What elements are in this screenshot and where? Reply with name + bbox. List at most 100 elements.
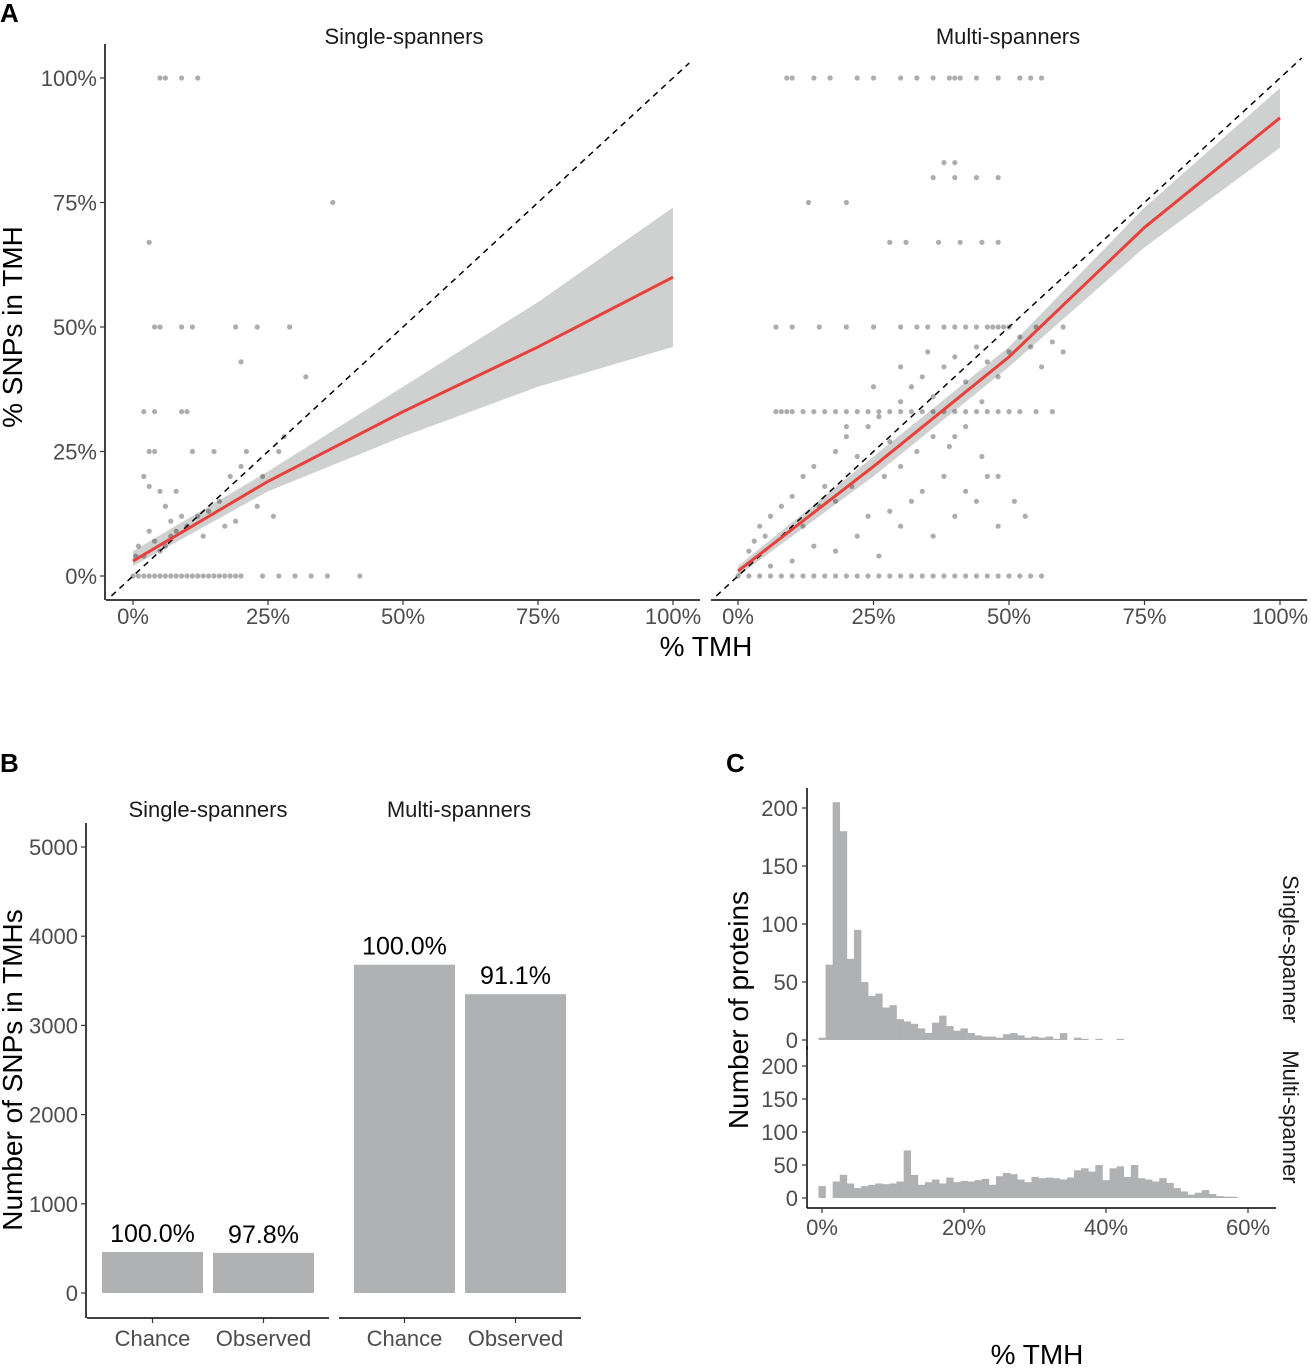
- data-point: [984, 409, 990, 415]
- data-point: [973, 344, 980, 350]
- x-tick-label: Observed: [468, 1326, 563, 1351]
- data-point: [984, 324, 990, 330]
- histogram-bar: [818, 1186, 826, 1198]
- histogram-bar: [1024, 1037, 1032, 1040]
- data-point: [357, 573, 363, 579]
- histogram-bar: [1145, 1179, 1153, 1198]
- data-point: [1060, 349, 1066, 355]
- histogram-bar: [1045, 1036, 1054, 1040]
- data-point: [216, 573, 222, 579]
- data-point: [767, 563, 774, 569]
- histogram-bar: [981, 1036, 990, 1040]
- facet-title: Multi-spanners: [936, 24, 1080, 49]
- data-point: [979, 399, 985, 405]
- histogram-facet-1: 0 50 100 150 200 Single-spanner: [761, 788, 1303, 1053]
- data-point: [941, 364, 947, 370]
- data-point: [757, 573, 763, 579]
- histogram-bar: [875, 1183, 883, 1198]
- data-point: [1033, 409, 1039, 415]
- data-point: [1006, 573, 1012, 579]
- data-point: [189, 448, 195, 455]
- x-tick-label: 20%: [942, 1215, 986, 1240]
- data-point: [887, 409, 893, 415]
- data-point: [979, 239, 985, 245]
- fit-line: [737, 116, 1281, 573]
- data-point: [887, 438, 893, 445]
- data-point: [778, 409, 784, 415]
- data-point: [887, 239, 893, 245]
- bar-value-label: 97.8%: [228, 1221, 299, 1249]
- x-tick-label: 50%: [381, 604, 425, 629]
- data-point: [805, 199, 812, 206]
- data-point: [179, 573, 185, 579]
- data-point: [157, 573, 163, 579]
- y-tick-label: 0: [786, 1186, 798, 1211]
- data-point: [1022, 513, 1028, 519]
- data-point: [152, 324, 158, 330]
- data-point: [898, 573, 904, 579]
- data-point: [179, 409, 185, 415]
- histogram-bar: [903, 1150, 912, 1198]
- y-axis-title: % SNPs in TMH: [0, 226, 28, 428]
- data-point: [308, 573, 314, 579]
- data-point: [1038, 364, 1045, 370]
- data-point: [789, 324, 795, 330]
- histogram-bar: [1109, 1168, 1117, 1198]
- y-tick-label: 100: [761, 1120, 798, 1145]
- data-point: [914, 448, 920, 455]
- data-point: [898, 463, 904, 470]
- x-axis-title: % TMH: [991, 1339, 1084, 1368]
- data-point: [963, 488, 969, 494]
- y-tick-label: 100%: [41, 66, 97, 91]
- y-tick-label: 50%: [53, 315, 97, 340]
- histogram-bar: [910, 1174, 919, 1198]
- panel-letter-a: A: [0, 0, 19, 28]
- data-point: [1049, 339, 1055, 345]
- x-tick-label: 25%: [851, 604, 895, 629]
- data-point: [908, 384, 915, 390]
- histogram-bar: [1230, 1196, 1238, 1198]
- data-point: [141, 409, 147, 415]
- data-point: [778, 503, 784, 509]
- panel-b: B Single-spanners 100.0% Chance 97.8% Observe…: [0, 748, 581, 1351]
- data-point: [233, 518, 239, 524]
- data-point: [179, 324, 185, 330]
- x-tick-label: 0%: [722, 604, 754, 629]
- x-tick-label: 60%: [1226, 1215, 1270, 1240]
- data-point: [784, 409, 790, 415]
- data-point: [973, 324, 980, 330]
- data-point: [146, 239, 152, 245]
- histogram-bar: [868, 995, 876, 1040]
- histogram-bar: [1066, 1177, 1075, 1198]
- histogram-bar: [1017, 1179, 1025, 1198]
- data-point: [751, 538, 757, 544]
- data-point: [746, 548, 752, 554]
- data-point: [952, 75, 958, 81]
- data-point: [157, 324, 163, 330]
- data-point: [173, 528, 179, 534]
- histogram-bar: [974, 1035, 983, 1040]
- data-point: [276, 573, 282, 579]
- data-point: [206, 573, 212, 579]
- data-point: [984, 359, 990, 365]
- histogram-bar: [946, 1026, 954, 1040]
- confidence-ribbon: [133, 207, 673, 567]
- data-point: [152, 409, 158, 415]
- y-tick-label: 200: [761, 796, 798, 821]
- histogram-bar: [932, 1022, 940, 1040]
- histogram-bar: [1074, 1037, 1082, 1040]
- data-point: [238, 463, 244, 470]
- y-tick-label: 100: [761, 912, 798, 937]
- data-point: [854, 75, 860, 81]
- data-point: [195, 573, 201, 579]
- y-tick-label: 1000: [29, 1192, 78, 1217]
- data-point: [963, 379, 969, 385]
- data-point: [1011, 498, 1018, 504]
- data-point: [952, 433, 958, 440]
- data-point: [811, 75, 817, 81]
- y-tick-label: 200: [761, 1054, 798, 1079]
- histogram-bar: [1081, 1168, 1089, 1198]
- y-tick-label: 0: [786, 1028, 798, 1053]
- data-point: [789, 75, 795, 81]
- data-point: [189, 324, 195, 330]
